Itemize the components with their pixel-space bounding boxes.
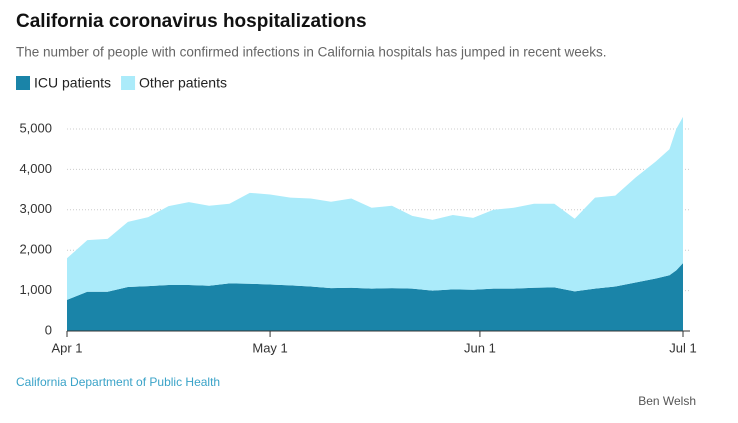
- x-tick-label: Jun 1: [464, 340, 496, 355]
- y-tick-label: 1,000: [19, 282, 52, 297]
- legend-swatch: [16, 76, 30, 90]
- area: [67, 263, 683, 331]
- y-tick-label: 3,000: [19, 201, 52, 216]
- source: California Department of Public Health: [16, 375, 220, 389]
- x-tick-label: May 1: [252, 340, 287, 355]
- y-tick-label: 2,000: [19, 242, 52, 257]
- legend-label: Other patients: [139, 75, 227, 91]
- chart-subtitle: The number of people with confirmed infe…: [16, 45, 607, 60]
- x-tick-label: Apr 1: [51, 340, 82, 355]
- legend-label: ICU patients: [34, 75, 111, 91]
- x-tick-label: Jul 1: [669, 340, 696, 355]
- y-tick-label: 5,000: [19, 120, 52, 135]
- area: [67, 116, 683, 300]
- legend-swatch: [121, 76, 136, 90]
- y-tick-label: 4,000: [19, 161, 52, 176]
- chart-title: California coronavirus hospitalizations: [16, 11, 367, 32]
- credit: Ben Welsh: [638, 394, 696, 408]
- y-tick-label: 0: [45, 322, 52, 337]
